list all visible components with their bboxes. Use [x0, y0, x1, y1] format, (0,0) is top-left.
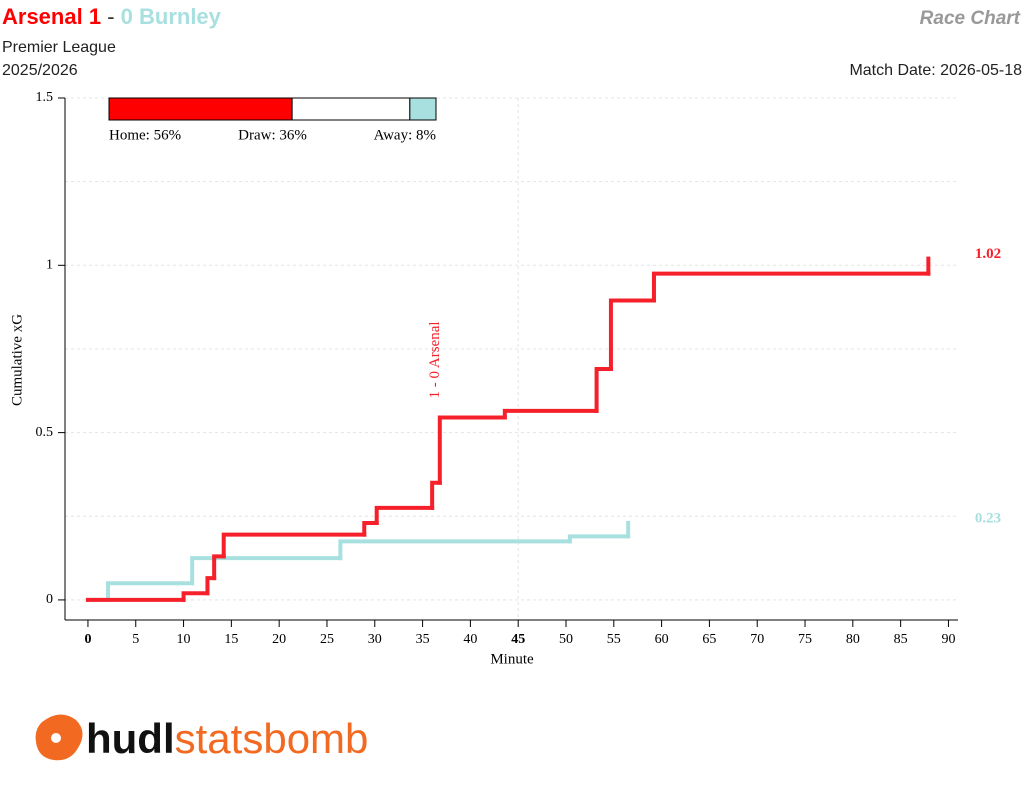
probability-label: Away: 8% [374, 127, 436, 143]
xg-step [374, 505, 435, 525]
xg-step [221, 532, 367, 559]
logo-icon-eye [51, 733, 61, 743]
x-tick-label: 15 [224, 632, 238, 647]
logo-hudl: hudl [86, 715, 175, 762]
x-tick-label: 20 [272, 632, 286, 647]
x-tick-label: 80 [846, 632, 860, 647]
logo-text: hudlstatsbomb [86, 715, 368, 762]
xg-step [608, 298, 656, 372]
x-tick-label: 40 [463, 632, 477, 647]
x-tick-label: 75 [798, 632, 812, 647]
title: Arsenal 1 - 0 Burnley [2, 4, 222, 29]
xg-step [212, 554, 226, 581]
x-tick-label: 35 [416, 632, 430, 647]
xg-step [594, 367, 613, 413]
xg-step [338, 539, 572, 561]
xg-step [205, 576, 217, 596]
x-tick-label: 45 [511, 632, 525, 647]
y-tick-label: 1 [46, 258, 53, 273]
x-tick-label: 90 [941, 632, 955, 647]
x-tick-label: 85 [894, 632, 908, 647]
match-date: Match Date: 2026-05-18 [849, 62, 1022, 79]
xg-step [181, 591, 210, 602]
probability-segment [108, 97, 293, 121]
probability-label: Draw: 36% [238, 127, 307, 143]
xg-step [567, 534, 631, 544]
x-tick-label: 0 [84, 632, 91, 647]
logo-statsbomb: statsbomb [175, 715, 369, 762]
x-tick-label: 30 [368, 632, 382, 647]
goal-annotation: 1 - 0 Arsenal [427, 321, 443, 398]
probability-segment [409, 97, 437, 121]
xg-step [651, 271, 931, 303]
x-tick-label: 5 [132, 632, 139, 647]
x-axis-title: Minute [490, 651, 534, 667]
xg-step [437, 415, 507, 485]
x-tick-label: 50 [559, 632, 573, 647]
chart-name: Race Chart [920, 8, 1021, 29]
x-tick-label: 60 [655, 632, 669, 647]
y-tick-label: 0.5 [36, 425, 54, 440]
separator: - [107, 4, 114, 29]
probability-label: Home: 56% [109, 127, 181, 143]
y-axis-title: Cumulative xG [9, 314, 25, 406]
home-title: Arsenal 1 [2, 4, 101, 29]
away-title: 0 Burnley [121, 4, 222, 29]
x-tick-label: 55 [607, 632, 621, 647]
y-tick-label: 1.5 [36, 90, 54, 105]
season: 2025/2026 [2, 62, 78, 79]
xg-step [430, 480, 442, 510]
total-label: 1.02 [975, 246, 1001, 262]
probability-segment [291, 97, 411, 121]
logo: hudlstatsbomb [35, 714, 368, 762]
x-tick-label: 10 [177, 632, 191, 647]
x-tick-label: 65 [702, 632, 716, 647]
competition: Premier League [2, 39, 116, 56]
xg-step [106, 581, 195, 602]
xg-step [362, 520, 379, 537]
total-label: 0.23 [975, 510, 1001, 526]
x-tick-label: 70 [750, 632, 764, 647]
y-tick-label: 0 [46, 592, 53, 607]
xg-step [502, 408, 599, 420]
xg-step [190, 556, 343, 586]
x-tick-label: 25 [320, 632, 334, 647]
